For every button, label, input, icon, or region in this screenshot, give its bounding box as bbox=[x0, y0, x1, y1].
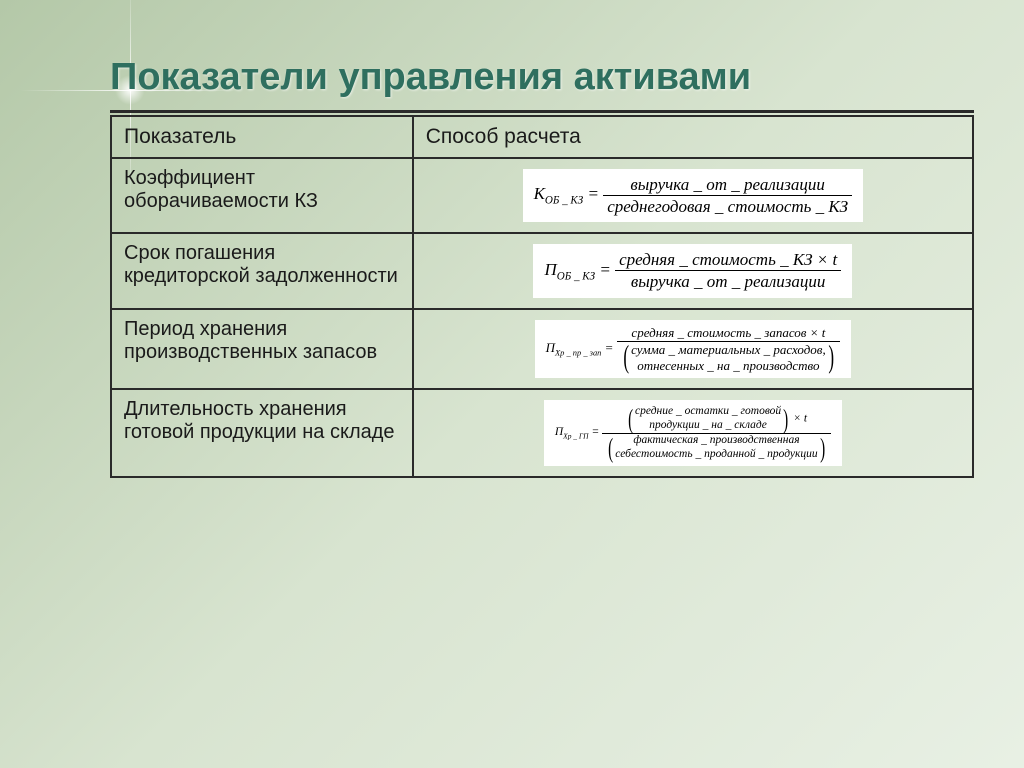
formula-cell: ПХр _ ГП = ( средние _ остатки _ готовой… bbox=[413, 389, 973, 477]
indicator-cell: Длительность хранения готовой продукции … bbox=[111, 389, 413, 477]
formula-cell: ПХр _ пр _ зап = средняя _ стоимость _ з… bbox=[413, 309, 973, 389]
indicators-table: Показатель Способ расчета Коэффициент об… bbox=[110, 115, 974, 479]
table-header-row: Показатель Способ расчета bbox=[111, 116, 973, 158]
table-row: Период хранения производственных запасов… bbox=[111, 309, 973, 389]
slide-title: Показатели управления активами bbox=[110, 56, 974, 100]
formula: ПХр _ ГП = ( средние _ остатки _ готовой… bbox=[544, 400, 842, 466]
indicator-cell: Коэффициент оборачиваемости КЗ bbox=[111, 158, 413, 234]
header-indicator: Показатель bbox=[111, 116, 413, 158]
formula: ПОБ _ КЗ = средняя _ стоимость _ КЗ × t … bbox=[533, 244, 852, 298]
table-row: Длительность хранения готовой продукции … bbox=[111, 389, 973, 477]
indicator-cell: Срок погашения кредиторской задолженност… bbox=[111, 233, 413, 309]
header-method: Способ расчета bbox=[413, 116, 973, 158]
slide-content: Показатели управления активами Показател… bbox=[0, 0, 1024, 768]
indicator-cell: Период хранения производственных запасов bbox=[111, 309, 413, 389]
title-underline bbox=[110, 110, 974, 113]
formula: ПХр _ пр _ зап = средняя _ стоимость _ з… bbox=[535, 320, 852, 378]
table-row: Срок погашения кредиторской задолженност… bbox=[111, 233, 973, 309]
table-row: Коэффициент оборачиваемости КЗ КОБ _ КЗ … bbox=[111, 158, 973, 234]
formula: КОБ _ КЗ = выручка _ от _ реализации сре… bbox=[523, 169, 864, 223]
formula-cell: ПОБ _ КЗ = средняя _ стоимость _ КЗ × t … bbox=[413, 233, 973, 309]
formula-cell: КОБ _ КЗ = выручка _ от _ реализации сре… bbox=[413, 158, 973, 234]
